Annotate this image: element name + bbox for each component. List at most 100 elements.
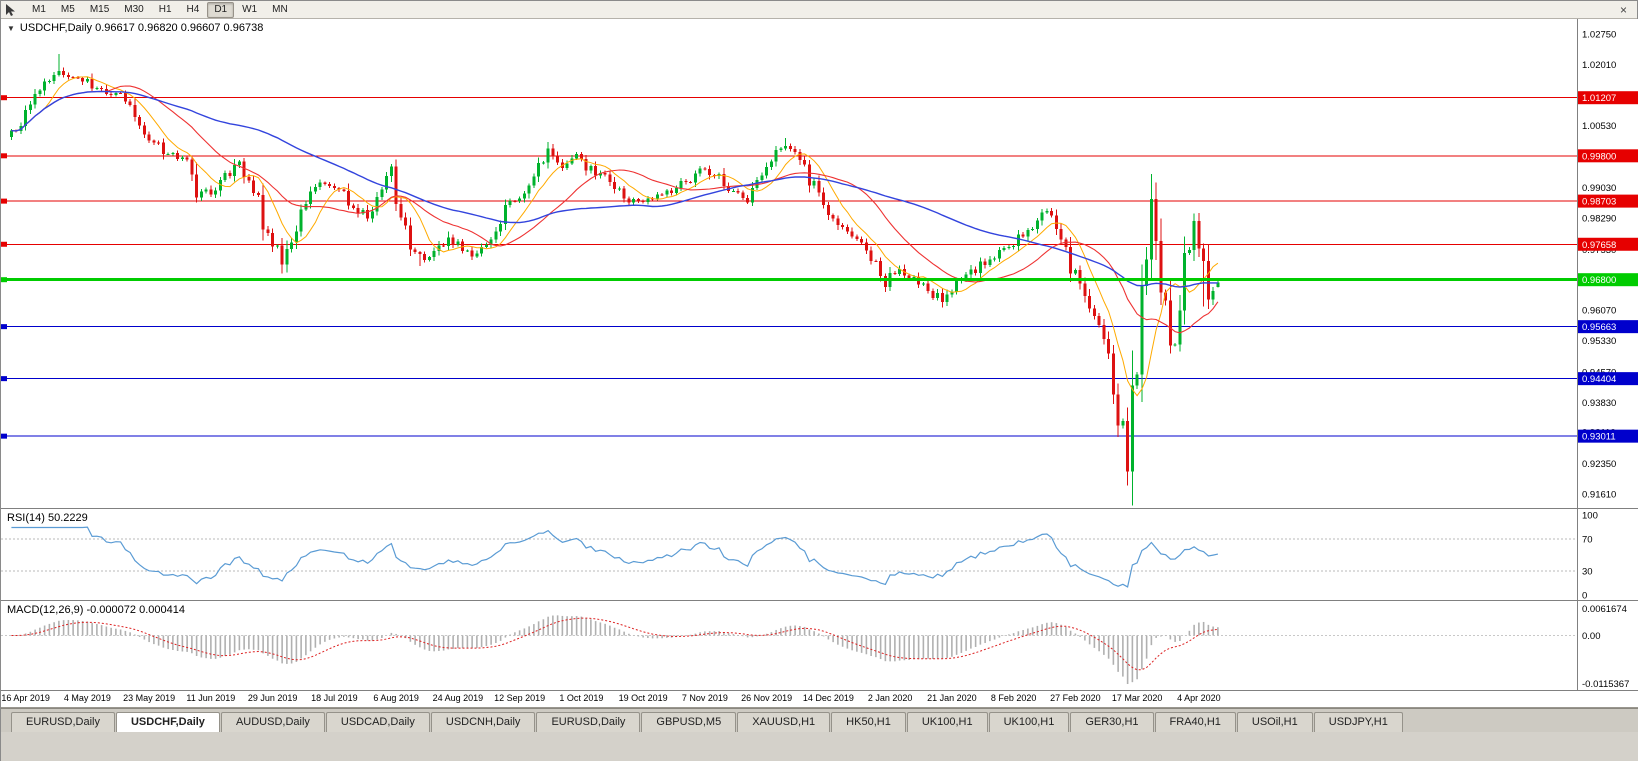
date-label: 11 Jun 2019 <box>186 693 236 703</box>
chart-tab-usdchf-daily[interactable]: USDCHF,Daily <box>115 712 220 732</box>
rsi-axis-label: 100 <box>1582 511 1598 522</box>
chart-tab-usoil-h1[interactable]: USOil,H1 <box>1236 712 1313 732</box>
chart-tab-usdcad-daily[interactable]: USDCAD,Daily <box>325 712 430 732</box>
date-label: 17 Mar 2020 <box>1111 693 1163 703</box>
price-line-label-text: 0.97658 <box>1582 240 1616 251</box>
timeframe-button-w1[interactable]: W1 <box>242 3 258 15</box>
price-axis-label: 0.92350 <box>1582 459 1616 470</box>
ma-slow-line <box>11 90 1218 288</box>
macd-axis-label: -0.0115367 <box>1582 679 1629 690</box>
macd-title: MACD(12,26,9) -0.000072 0.000414 <box>7 604 185 616</box>
macd-axis-label: 0.00 <box>1582 631 1601 642</box>
price-axis-label: 0.99030 <box>1582 183 1616 194</box>
chart-tab-audusd-daily[interactable]: AUDUSD,Daily <box>220 712 325 732</box>
rsi-panel[interactable]: RSI(14) 50.2229 100 70 30 0 <box>1 509 1638 601</box>
chart-tab-usdcnh-daily[interactable]: USDCNH,Daily <box>430 712 536 732</box>
rsi-line <box>11 526 1219 588</box>
line-left-marker[interactable] <box>1 433 7 439</box>
chart-tab-eurusd-daily[interactable]: EURUSD,Daily <box>536 712 641 732</box>
ma-fast-line <box>11 76 1219 397</box>
price-line-label: 0.97658 <box>1578 237 1638 251</box>
macd-histogram <box>15 615 1219 685</box>
chart-tab-eurusd-daily[interactable]: EURUSD,Daily <box>11 712 115 732</box>
date-label: 29 Jun 2019 <box>247 693 298 703</box>
line-left-marker[interactable] <box>1 95 7 101</box>
date-label: 26 Nov 2019 <box>741 693 793 703</box>
date-label: 4 Apr 2020 <box>1177 693 1221 703</box>
timeframe-button-h4[interactable]: H4 <box>186 3 200 15</box>
rsi-title: RSI(14) 50.2229 <box>7 512 88 524</box>
date-label: 4 May 2019 <box>63 693 111 703</box>
price-line-label-text: 0.94404 <box>1582 374 1616 385</box>
cursor-icon[interactable] <box>5 3 17 16</box>
chart-tab-xauusd-h1[interactable]: XAUUSD,H1 <box>737 712 831 732</box>
date-label: 14 Dec 2019 <box>802 693 854 703</box>
timeframe-button-mn[interactable]: MN <box>272 3 288 15</box>
date-axis: 16 Apr 2019 4 May 2019 23 May 2019 11 Jun 2… <box>1 691 1638 708</box>
main-chart-canvas[interactable]: 1.027501.020101.012901.005300.998100.990… <box>1 19 1638 509</box>
line-left-marker[interactable] <box>1 376 7 382</box>
chart-tab-uk100-h1[interactable]: UK100,H1 <box>988 712 1070 732</box>
price-axis-label: 0.98290 <box>1582 214 1616 225</box>
rsi-canvas[interactable]: 100 70 30 0 <box>1 509 1638 601</box>
date-label: 16 Apr 2019 <box>1 693 50 703</box>
timeframe-button-m15[interactable]: M15 <box>89 3 110 15</box>
chart-tab-hk50-h1[interactable]: HK50,H1 <box>831 712 906 732</box>
period-toolbar: M1 M5 M15 M30 H1 H4 D1 W1 MN × <box>1 1 1637 19</box>
price-line-label-text: 0.95663 <box>1582 322 1616 333</box>
chart-tab-ger30-h1[interactable]: GER30,H1 <box>1070 712 1154 732</box>
date-label: 1 Oct 2019 <box>559 693 604 703</box>
timeframe-button-d1[interactable]: D1 <box>207 1 235 18</box>
line-left-marker[interactable] <box>1 277 7 283</box>
rsi-axis-label: 30 <box>1582 567 1593 578</box>
price-line-label-text: 1.01207 <box>1582 93 1616 104</box>
date-label: 27 Feb 2020 <box>1050 693 1101 703</box>
symbol-dropdown-icon[interactable]: ▼ <box>7 23 15 33</box>
chart-tabs: EURUSD,Daily USDCHF,Daily AUDUSD,Daily USDC… <box>1 708 1638 732</box>
price-line-label: 0.99800 <box>1578 149 1638 163</box>
date-label: 12 Sep 2019 <box>494 693 546 703</box>
price-axis-label: 0.95330 <box>1582 336 1616 347</box>
date-label: 7 Nov 2019 <box>681 693 728 703</box>
price-line-label: 0.93011 <box>1578 429 1638 443</box>
price-axis-label: 0.96070 <box>1582 305 1616 316</box>
chart-tab-uk100-h1[interactable]: UK100,H1 <box>906 712 988 732</box>
timeframe-buttons: M1 M5 M15 M30 H1 H4 D1 W1 MN <box>25 1 295 18</box>
price-axis-label: 0.93830 <box>1582 398 1616 409</box>
price-line-label-text: 0.99800 <box>1582 151 1616 162</box>
price-axis-label: 1.02750 <box>1582 29 1616 40</box>
date-label: 6 Aug 2019 <box>373 693 419 703</box>
date-label: 21 Jan 2020 <box>927 693 977 703</box>
price-line-label-text: 0.98703 <box>1582 197 1616 208</box>
price-line-label: 0.96800 <box>1578 273 1638 287</box>
price-line-label: 0.98703 <box>1578 194 1638 208</box>
chart-tab-gbpusd-m5[interactable]: GBPUSD,M5 <box>641 712 737 732</box>
date-label: 8 Feb 2020 <box>990 693 1037 703</box>
chart-tab-fra40-h1[interactable]: FRA40,H1 <box>1154 712 1236 732</box>
price-line-label: 0.95663 <box>1578 320 1638 334</box>
line-left-marker[interactable] <box>1 324 7 330</box>
line-left-marker[interactable] <box>1 198 7 204</box>
main-chart-panel[interactable]: ▼ USDCHF,Daily 0.96617 0.96820 0.96607 0… <box>1 19 1638 509</box>
line-left-marker[interactable] <box>1 241 7 247</box>
timeframe-button-m1[interactable]: M1 <box>32 3 46 15</box>
price-axis-label: 0.91610 <box>1582 490 1616 501</box>
timeframe-button-h1[interactable]: H1 <box>158 3 172 15</box>
line-left-marker[interactable] <box>1 153 7 159</box>
price-line-label: 0.94404 <box>1578 372 1638 386</box>
macd-panel[interactable]: MACD(12,26,9) -0.000072 0.000414 0.00616… <box>1 601 1638 691</box>
price-axis-label: 1.00530 <box>1582 121 1616 132</box>
date-label: 18 Jul 2019 <box>311 693 358 703</box>
date-label: 2 Jan 2020 <box>867 693 913 703</box>
date-label: 23 May 2019 <box>123 693 176 703</box>
timeframe-button-m30[interactable]: M30 <box>124 3 144 15</box>
price-line-label-text: 0.93011 <box>1582 432 1616 443</box>
macd-canvas[interactable]: 0.0061674 0.00 -0.0115367 <box>1 601 1638 691</box>
close-icon[interactable]: × <box>1619 2 1627 17</box>
candles-layer <box>9 54 1220 506</box>
macd-axis-label: 0.0061674 <box>1582 604 1627 615</box>
rsi-axis-label: 0 <box>1582 591 1587 602</box>
chart-tab-usdjpy-h1[interactable]: USDJPY,H1 <box>1313 712 1403 732</box>
timeframe-button-m5[interactable]: M5 <box>60 3 75 15</box>
